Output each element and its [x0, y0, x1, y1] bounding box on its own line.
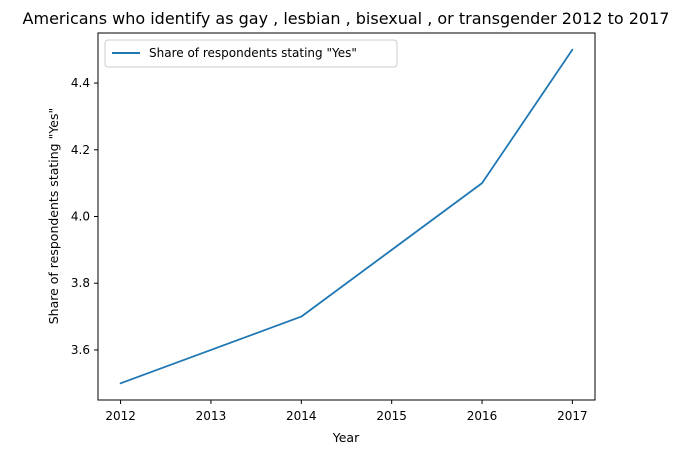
data-point — [300, 316, 302, 318]
y-axis-label: Share of respondents stating "Yes" — [46, 108, 61, 325]
x-tick-label: 2013 — [196, 409, 227, 423]
y-tick-label: 4.2 — [71, 143, 90, 157]
legend-label: Share of respondents stating "Yes" — [149, 46, 357, 60]
x-tick-label: 2016 — [467, 409, 498, 423]
data-point — [571, 49, 573, 51]
series-line — [119, 48, 574, 385]
x-tick-label: 2014 — [286, 409, 317, 423]
x-tick-label: 2017 — [557, 409, 588, 423]
x-axis-label: Year — [332, 430, 360, 445]
series-layer — [119, 48, 574, 385]
y-tick-label: 4.0 — [71, 210, 90, 224]
chart-title: Americans who identify as gay , lesbian … — [23, 9, 670, 28]
data-point — [120, 382, 122, 384]
plot-area-frame — [97, 32, 596, 401]
data-point — [391, 249, 393, 251]
data-point — [210, 349, 212, 351]
y-tick-label: 3.6 — [71, 343, 90, 357]
x-tick-label: 2012 — [105, 409, 136, 423]
x-axis-ticks: 2012 2013 2014 2015 2016 2017 — [105, 400, 588, 423]
y-axis-ticks: 3.6 3.8 4.0 4.2 4.4 — [71, 76, 98, 357]
legend-box — [104, 39, 398, 68]
y-tick-label: 3.8 — [71, 276, 90, 290]
x-tick-label: 2015 — [376, 409, 407, 423]
legend: Share of respondents stating "Yes" — [104, 39, 398, 68]
y-tick-label: 4.4 — [71, 76, 90, 90]
data-point — [481, 182, 483, 184]
